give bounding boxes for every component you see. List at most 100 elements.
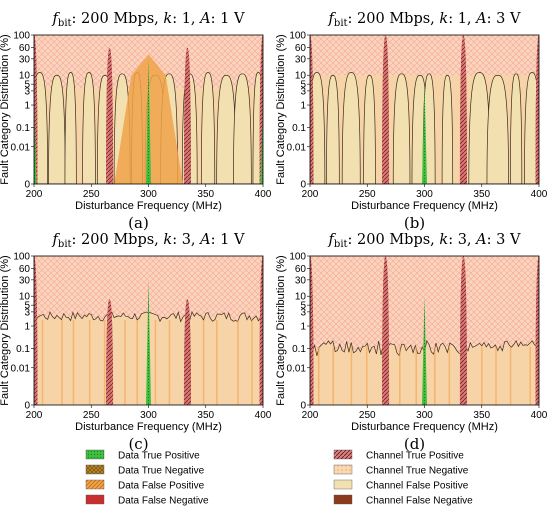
y-tick-label: 100: [13, 31, 30, 42]
data-false-positive-mark: [61, 319, 63, 405]
title-kval: : 1,: [172, 11, 200, 27]
legend-swatch: [85, 464, 105, 475]
channel-true-positive-hatch: [183, 299, 191, 405]
channel-true-positive-hatch: [382, 35, 390, 184]
channel-false-positive-peak: [510, 73, 523, 184]
title-rest: : 200 Mbps,: [348, 232, 440, 248]
legend-item: Data False Positive: [85, 479, 205, 492]
data-false-positive-mark: [154, 319, 157, 405]
title-aval: : 3 V: [487, 11, 521, 27]
x-tick-label: 250: [83, 410, 100, 421]
panel-title: fbit: 200 Mbps, k: 3, A: 1 V: [52, 232, 245, 250]
title-aval: : 3 V: [487, 232, 521, 248]
title-f: f: [328, 11, 337, 27]
channel-true-positive-hatch: [106, 299, 114, 405]
panel-title: fbit: 200 Mbps, k: 1, A: 3 V: [328, 11, 521, 29]
channel-false-positive-peak: [82, 72, 96, 184]
y-tick-label: 0.01: [11, 363, 31, 374]
y-tick-label: 30: [19, 54, 31, 65]
title-rest: : 200 Mbps,: [72, 11, 164, 27]
y-tick-label: 0: [300, 401, 306, 412]
legend-item: Data True Positive: [85, 449, 200, 462]
y-tick-label: 3: [300, 86, 306, 97]
data-false-positive-mark: [434, 346, 436, 405]
title-a: A: [474, 232, 486, 248]
y-tick-label: 5: [24, 301, 30, 312]
channel-true-positive-hatch: [459, 35, 467, 184]
legend-label: Data True Positive: [118, 451, 200, 462]
title-kval: : 3,: [448, 232, 476, 248]
panel-caption: (b): [404, 214, 425, 232]
title-k: k: [163, 232, 172, 248]
y-tick-label: 60: [295, 43, 307, 54]
x-tick-label: 400: [255, 410, 272, 421]
y-tick-label: 30: [295, 54, 307, 65]
data-false-positive-mark: [529, 346, 531, 405]
panel-caption: (c): [128, 435, 148, 453]
title-sub: bit: [334, 18, 348, 29]
channel-true-positive-hatch: [310, 35, 314, 184]
y-tick-label: 10: [295, 292, 307, 303]
title-a: A: [474, 11, 486, 27]
data-false-positive-mark: [72, 319, 75, 405]
title-f: f: [328, 232, 337, 248]
y-tick-label: 60: [19, 264, 31, 275]
y-tick-label: 0.01: [287, 142, 307, 153]
title-k: k: [439, 11, 448, 27]
y-tick-label: 1: [300, 322, 306, 333]
channel-false-positive-peak: [524, 72, 539, 184]
title-aval: : 1 V: [211, 232, 245, 248]
y-axis-label: Fault Category Distribution (%): [275, 255, 287, 405]
x-tick-label: 200: [302, 189, 319, 200]
data-false-positive-mark: [317, 346, 320, 405]
data-false-positive-mark: [168, 319, 171, 405]
y-tick-label: 0.1: [292, 344, 306, 355]
title-kval: : 1,: [448, 11, 476, 27]
x-tick-label: 350: [473, 189, 490, 200]
x-tick-label: 250: [359, 410, 376, 421]
legend-label: Data False Positive: [118, 481, 205, 492]
channel-false-positive-peak: [326, 74, 340, 184]
channel-false-positive-peak: [64, 72, 77, 184]
y-tick-label: 5: [24, 80, 30, 91]
channel-true-positive-hatch: [106, 47, 114, 184]
channel-false-positive-peak: [341, 72, 361, 184]
channel-false-positive-peak: [200, 72, 216, 184]
legend-item: Data True Negative: [85, 464, 205, 477]
y-tick-label: 3: [24, 307, 30, 318]
legend-item: Channel True Positive: [333, 449, 464, 462]
channel-true-positive-hatch: [183, 47, 191, 184]
legend-swatch: [85, 479, 105, 490]
x-tick-label: 200: [26, 189, 43, 200]
data-false-positive-mark: [481, 346, 483, 405]
data-false-positive-mark: [136, 319, 138, 405]
x-axis-label: Disturbance Frequency (MHz): [75, 200, 222, 212]
legend-label: Channel False Positive: [366, 481, 469, 492]
x-tick-label: 200: [26, 410, 43, 421]
x-tick-label: 350: [473, 410, 490, 421]
data-false-positive-mark: [103, 319, 106, 405]
y-tick-label: 0: [24, 401, 30, 412]
channel-false-positive-peak: [486, 74, 509, 184]
y-tick-label: 10: [295, 71, 307, 82]
legend-label: Channel True Negative: [366, 466, 469, 477]
panel-caption: (d): [404, 435, 425, 453]
x-tick-label: 250: [359, 189, 376, 200]
legend-swatch: [85, 449, 105, 460]
channel-true-positive-hatch: [459, 256, 467, 405]
y-tick-label: 100: [289, 31, 306, 42]
y-tick-label: 5: [300, 301, 306, 312]
y-tick-label: 1: [300, 101, 306, 112]
y-tick-label: 0: [24, 180, 30, 191]
data-true-positive-spike: [260, 105, 263, 184]
channel-true-positive-hatch: [535, 35, 539, 184]
y-tick-label: 100: [289, 252, 306, 263]
legend-swatch: [333, 464, 353, 475]
channel-true-positive-hatch: [259, 256, 263, 405]
title-k: k: [439, 232, 448, 248]
x-tick-label: 200: [302, 410, 319, 421]
channel-true-positive-hatch: [382, 256, 390, 405]
